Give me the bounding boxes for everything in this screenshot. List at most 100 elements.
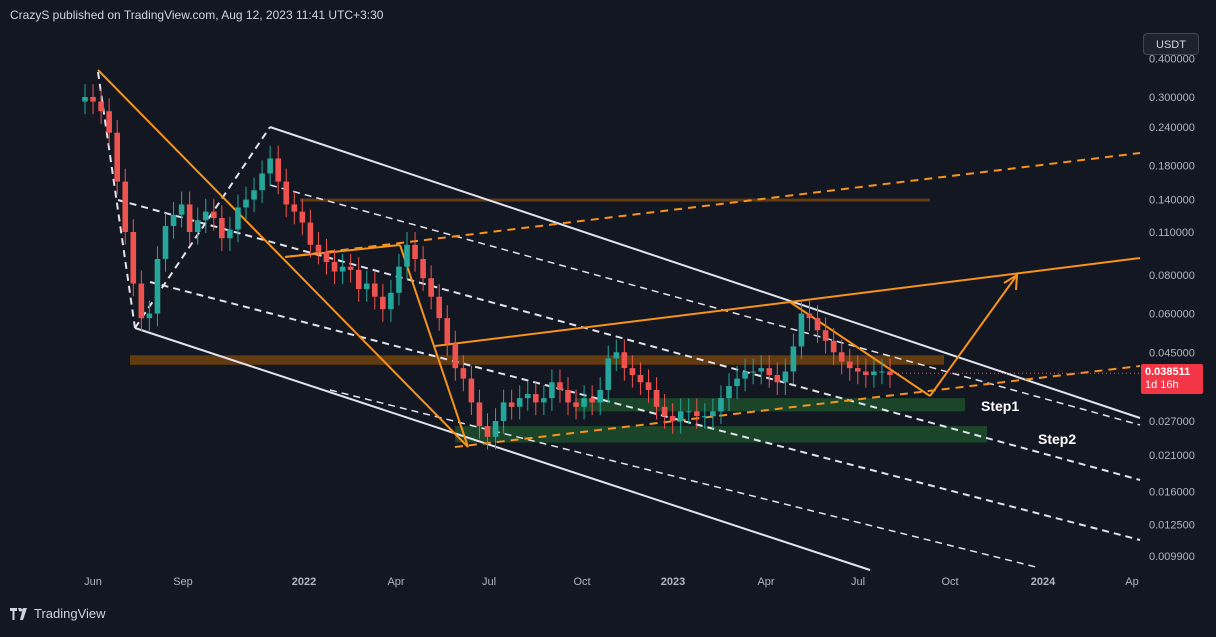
annotation-label: Step1 bbox=[981, 398, 1019, 414]
candle-body bbox=[428, 278, 434, 297]
candle-body bbox=[685, 411, 692, 413]
candle-body bbox=[661, 406, 668, 417]
candle-body bbox=[838, 352, 845, 362]
candle-body bbox=[372, 283, 378, 297]
publish-header: CrazyS published on TradingView.com, Aug… bbox=[10, 8, 384, 22]
candle-body bbox=[396, 266, 402, 293]
candle-body bbox=[460, 368, 467, 379]
candle-body bbox=[162, 226, 169, 260]
orange-correction-line bbox=[789, 301, 931, 397]
candle-body bbox=[154, 259, 161, 314]
projection-arrowhead bbox=[1003, 273, 1019, 291]
candle-body bbox=[299, 211, 306, 223]
x-tick-label: 2023 bbox=[661, 576, 685, 588]
candle-body bbox=[323, 251, 330, 263]
candle-body bbox=[879, 371, 885, 373]
candle-body bbox=[259, 173, 265, 191]
candle-body bbox=[219, 218, 225, 239]
candle-body bbox=[227, 229, 233, 239]
zones-layer bbox=[130, 198, 987, 443]
x-tick-label: Jul bbox=[851, 576, 865, 588]
candle-body bbox=[516, 398, 523, 407]
support-zone bbox=[575, 398, 965, 412]
candles-layer bbox=[82, 84, 1140, 450]
candle-body bbox=[146, 313, 153, 319]
last-price-value: 0.038511 bbox=[1145, 366, 1191, 378]
orange-rising-resistance-line bbox=[434, 301, 791, 347]
candle-body bbox=[170, 214, 177, 227]
candle-body bbox=[613, 352, 620, 359]
candle-body bbox=[476, 402, 483, 427]
candle-body bbox=[90, 97, 96, 102]
candle-body bbox=[98, 101, 104, 112]
candle-body bbox=[621, 352, 628, 369]
y-tick-label: 0.180000 bbox=[1149, 161, 1195, 173]
candle-body bbox=[637, 375, 644, 383]
y-tick-label: 0.012500 bbox=[1149, 520, 1195, 532]
candle-body bbox=[500, 402, 507, 422]
candle-body bbox=[758, 368, 764, 372]
y-tick-label: 0.080000 bbox=[1149, 270, 1195, 282]
candle-body bbox=[863, 371, 869, 376]
drawing-lines-layer bbox=[97, 69, 1141, 571]
candle-body bbox=[830, 340, 837, 353]
candle-body bbox=[468, 378, 475, 403]
candle-body bbox=[211, 211, 217, 219]
x-tick-label: Apr bbox=[757, 576, 774, 588]
candle-body bbox=[702, 416, 708, 418]
candle-body bbox=[202, 211, 209, 221]
y-tick-label: 0.300000 bbox=[1149, 92, 1195, 104]
candle-body bbox=[798, 313, 805, 347]
bar-countdown: 1d 16h bbox=[1145, 379, 1179, 391]
candle-body bbox=[315, 244, 322, 252]
candle-body bbox=[404, 244, 410, 267]
candle-body bbox=[420, 259, 426, 279]
candle-body bbox=[331, 262, 338, 272]
candle-body bbox=[388, 292, 394, 310]
candle-body bbox=[194, 220, 201, 232]
orange-long-resistance-line bbox=[789, 257, 1141, 303]
x-tick-label: Oct bbox=[941, 576, 958, 588]
y-tick-label: 0.045000 bbox=[1149, 347, 1195, 359]
candle-body bbox=[355, 269, 362, 290]
candle-body bbox=[380, 296, 386, 310]
resistance-zone bbox=[300, 198, 930, 202]
lower-channel-line bbox=[134, 327, 871, 571]
candle-body bbox=[814, 318, 821, 331]
candle-body bbox=[275, 158, 281, 182]
candle-body bbox=[589, 398, 595, 403]
candle-body bbox=[734, 378, 740, 387]
candle-body bbox=[549, 382, 555, 399]
candle-body bbox=[444, 318, 451, 344]
orange-dashed-upper-line bbox=[284, 152, 1141, 258]
x-tick-label: 2022 bbox=[292, 576, 316, 588]
y-tick-label: 0.021000 bbox=[1149, 450, 1195, 462]
candle-body bbox=[436, 296, 442, 319]
last-price-label: 0.038511 1d 16h bbox=[1141, 364, 1203, 394]
y-tick-label: 0.060000 bbox=[1149, 309, 1195, 321]
candle-body bbox=[557, 382, 563, 390]
tradingview-logo-icon bbox=[10, 607, 27, 620]
candle-body bbox=[178, 204, 185, 215]
candle-body bbox=[267, 158, 273, 174]
candle-body bbox=[742, 371, 748, 379]
candle-body bbox=[565, 389, 571, 403]
brand-footer[interactable]: TradingView bbox=[10, 606, 106, 621]
candle-body bbox=[524, 393, 531, 399]
orange-downtrend-line bbox=[97, 69, 469, 448]
annotation-label: Step2 bbox=[1038, 431, 1076, 447]
y-tick-label: 0.140000 bbox=[1149, 195, 1195, 207]
candle-body bbox=[283, 181, 290, 205]
candle-body bbox=[645, 382, 652, 390]
candle-body bbox=[573, 402, 579, 407]
candle-body bbox=[669, 416, 676, 422]
candle-body bbox=[82, 97, 88, 102]
candle-body bbox=[484, 426, 491, 437]
y-tick-label: 0.240000 bbox=[1149, 122, 1195, 134]
currency-button[interactable]: USDT bbox=[1143, 33, 1199, 55]
candle-body bbox=[597, 389, 603, 403]
x-tick-label: Apr bbox=[387, 576, 404, 588]
plot-background bbox=[10, 28, 1140, 570]
